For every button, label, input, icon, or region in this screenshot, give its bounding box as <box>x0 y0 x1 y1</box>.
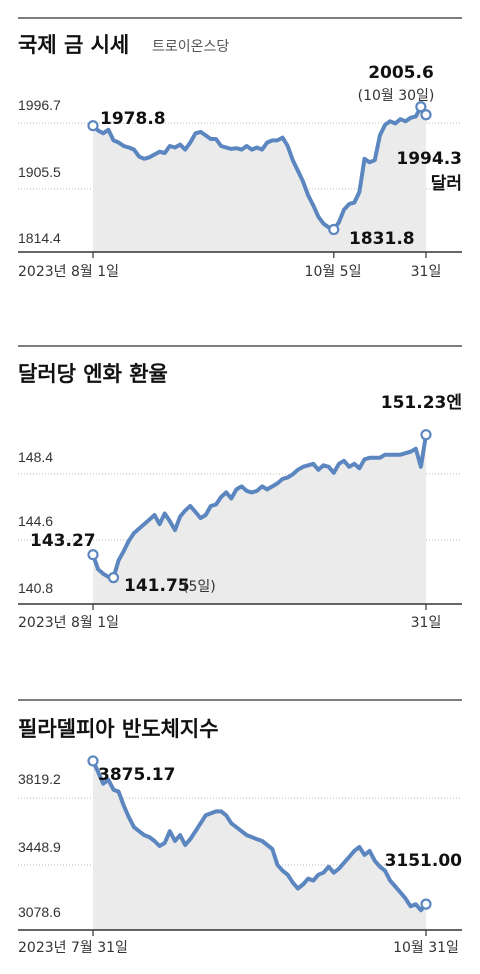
annotation-high-note: (10월 30일) <box>358 88 435 104</box>
area-fill <box>93 434 426 604</box>
annotation-start: 3875.17 <box>98 765 175 785</box>
data-point-marker <box>107 572 120 584</box>
annotation-low-note: (5일) <box>183 579 216 595</box>
y-tick-label: 3078.6 <box>18 904 61 920</box>
annotation-start: 143.27 <box>30 531 96 551</box>
chart-gold: 국제 금 시세 트로이온스당 1996.7 1905.5 1814.4 2023… <box>18 17 462 280</box>
x-tick-label: 2023년 8월 1일 <box>18 615 119 631</box>
y-tick-label: 1905.5 <box>18 164 61 180</box>
data-point-marker <box>420 429 432 441</box>
y-tick-label: 3448.9 <box>18 839 61 855</box>
annotation-start: 1978.8 <box>100 109 166 129</box>
data-point-marker <box>87 120 99 132</box>
annotation-end: 3151.00 <box>385 851 463 871</box>
x-tick-label: 31일 <box>411 615 442 631</box>
area-fill <box>93 761 426 930</box>
data-point-marker <box>87 549 99 561</box>
data-point-marker <box>415 101 427 113</box>
y-tick-label: 1814.4 <box>18 230 61 246</box>
series-line <box>91 432 428 580</box>
y-tick-label: 148.4 <box>18 449 53 465</box>
chart-title: 필라델피아 반도체지수 <box>18 717 219 741</box>
annotation-low: 1831.8 <box>349 229 415 249</box>
y-tick-label: 140.8 <box>18 580 53 596</box>
annotation-high: 2005.6 <box>368 63 434 83</box>
x-tick-label: 10월 5일 <box>305 264 362 280</box>
annotation-end: 151.23엔 <box>381 393 462 413</box>
chart-title: 국제 금 시세 <box>18 33 129 57</box>
series-line <box>91 759 428 913</box>
data-point-marker <box>328 223 340 236</box>
data-point-marker <box>420 898 432 910</box>
x-tick-label: 2023년 7월 31일 <box>18 940 128 956</box>
y-tick-label: 1996.7 <box>18 97 61 113</box>
chart-subtitle: 트로이온스당 <box>152 39 229 55</box>
plot-area <box>18 429 462 610</box>
annotation-end: 1994.3 <box>396 149 462 169</box>
data-point-marker <box>87 755 99 767</box>
chart-title: 달러당 엔화 환율 <box>18 362 168 386</box>
plot-area <box>18 101 462 258</box>
y-tick-label: 3819.2 <box>18 771 61 787</box>
data-point-marker <box>420 109 432 121</box>
y-tick-label: 144.6 <box>18 513 53 529</box>
x-tick-label: 31일 <box>411 264 442 280</box>
x-tick-label: 2023년 8월 1일 <box>18 264 119 280</box>
annotation-end-unit: 달러 <box>431 173 462 194</box>
x-tick-label: 10월 31일 <box>393 940 459 956</box>
chart-yen: 달러당 엔화 환율 148.4 144.6 140.8 2023년 8월 1일 … <box>18 345 462 631</box>
plot-area <box>18 755 462 936</box>
chart-sox: 필라델피아 반도체지수 3819.2 3448.9 3078.6 2023년 7… <box>18 699 463 956</box>
annotation-low: 141.75 <box>124 576 190 596</box>
series-line <box>91 104 428 232</box>
